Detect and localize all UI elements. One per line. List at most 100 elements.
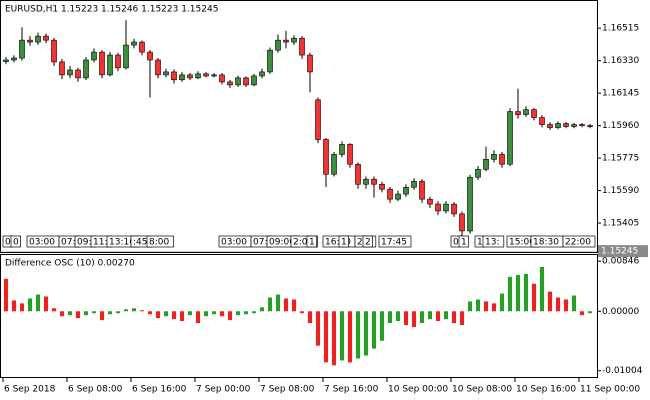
candle-body [59,61,65,76]
candle-body [211,74,217,77]
osc-bar [316,311,320,346]
event-label: 07: [61,238,75,248]
osc-bar [348,311,352,363]
osc-bar [540,267,544,312]
osc-bar [572,295,576,312]
event-marker [146,235,174,248]
osc-bar [444,311,448,320]
candle-body [483,159,489,170]
candle-body [83,59,89,79]
event-marker [338,235,349,248]
y-tick-label: -0.01004 [602,366,643,376]
osc-bar [476,299,480,312]
event-label: 0 [13,238,19,248]
osc-bar [532,283,536,312]
osc-bar [20,303,24,312]
osc-bar [260,307,264,312]
osc-bar [4,278,8,312]
candle-body [251,75,257,86]
candle-body [555,123,561,128]
osc-bar [380,311,384,341]
osc-bar [228,311,232,321]
event-marker [306,235,317,248]
event-label: 17:45 [381,238,407,248]
event-label: 22:00 [565,238,591,248]
event-label: 1 [461,238,467,248]
event-marker [482,235,505,248]
event-label: 2:00 [293,238,313,248]
osc-bar [332,311,336,366]
candle-body [443,203,449,212]
candle-body [275,39,281,51]
osc-bar [244,311,248,315]
candle-body [187,74,193,79]
candle-body [531,109,537,118]
osc-bar [356,311,360,359]
last-price-box [598,245,648,258]
osc-pane [0,254,598,378]
osc-bar [556,297,560,312]
x-tick-label: 10 Sep 00:00 [388,385,448,395]
osc-bar [420,311,424,324]
event-marker [290,235,318,248]
candle-body [411,180,417,188]
event-marker [10,235,21,248]
candle-body [27,39,33,43]
event-label: 11: [93,238,107,248]
candle-body [115,54,121,69]
osc-bar [388,311,392,324]
osc-bar [564,299,568,312]
osc-bar [124,309,128,312]
x-tick-label: 6 Sep 08:00 [68,385,123,395]
event-label: 15:00 [509,238,535,248]
x-tick-label: 10 Sep 08:00 [452,385,512,395]
candle-body [283,39,289,43]
osc-bar [460,311,464,326]
osc-bar [372,311,376,349]
osc-bar [436,311,440,322]
candle-body [547,124,553,128]
candle-body [155,59,161,76]
candle-body [67,69,73,76]
osc-bar [428,311,432,320]
x-tick-label: 11 Sep 00:00 [580,385,640,395]
candle-body [403,186,409,195]
candle-body [323,139,329,175]
y-tick-label: 1.16330 [602,56,639,66]
osc-bar [588,311,592,314]
candle-body [203,73,209,77]
candle-body [235,77,241,86]
event-label: 8:00 [149,238,169,248]
osc-bar [180,311,184,322]
osc-bar [500,293,504,312]
event-label: 1 [341,238,347,248]
candle-body [491,154,497,160]
candle-body [163,71,169,76]
candle-body [243,77,249,86]
event-label: 03:00 [221,238,247,248]
main-title: EURUSD,H1 1.15223 1.15246 1.15223 1.1524… [5,5,218,15]
candle-body [339,144,345,155]
osc-bar [60,311,64,317]
osc-bar [156,311,160,319]
candle-body [315,99,321,140]
osc-bar [44,296,48,312]
osc-bar [12,300,16,312]
candle-body [579,124,585,126]
x-tick-label: 7 Sep 00:00 [196,385,251,395]
candle-body [355,163,361,185]
candle-body [515,111,521,115]
y-tick-label: 0.00846 [602,257,639,267]
osc-bar [132,308,136,312]
candle-body [3,59,9,62]
osc-bar [284,298,288,312]
osc-bar [548,291,552,312]
candle-body [563,123,569,127]
osc-bar [84,311,88,316]
osc-bar [324,311,328,363]
candle-body [43,35,49,41]
x-tick-label: 10 Sep 16:00 [516,385,576,395]
event-label: 2 [365,238,371,248]
event-label: 13: [485,238,499,248]
y-tick-label: 1.16145 [602,89,639,99]
